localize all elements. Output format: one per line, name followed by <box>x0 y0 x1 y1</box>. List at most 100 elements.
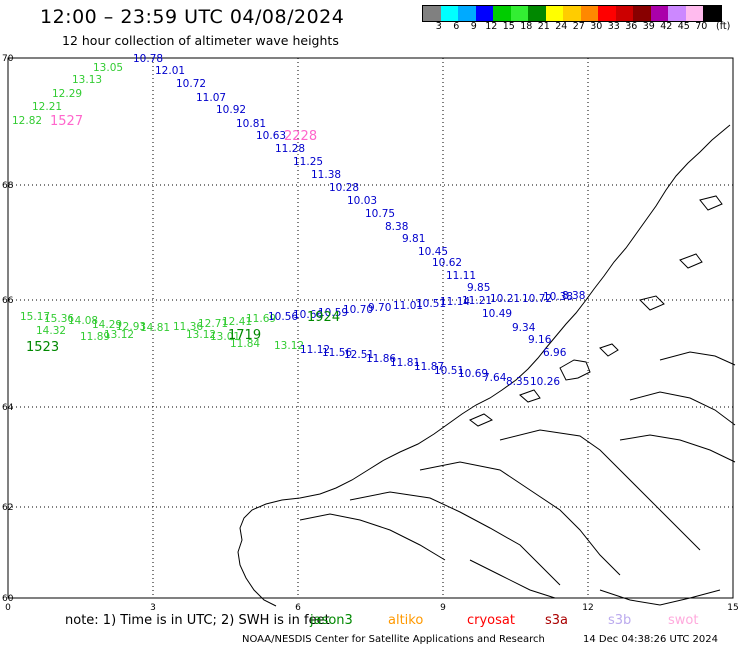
wave-height-label: 11.84 <box>230 338 260 350</box>
wave-height-label: 11.01 <box>393 300 423 312</box>
wave-height-label: 10.49 <box>482 308 512 320</box>
wave-height-label: 11.81 <box>390 357 420 369</box>
color-tick-label: 12 <box>485 21 498 32</box>
wave-height-label: 13.12 <box>186 329 216 341</box>
satellite-swot: swot <box>668 613 699 628</box>
color-swatch <box>668 6 686 21</box>
color-tick-label: 18 <box>520 21 533 32</box>
wave-height-label: 8.38 <box>385 221 408 233</box>
wave-height-label: 11.89 <box>80 331 110 343</box>
wave-height-label: 11.12 <box>300 344 330 356</box>
color-scale-bar <box>422 5 722 22</box>
wave-height-label: 10.28 <box>329 182 359 194</box>
wave-height-label: 13.05 <box>93 62 123 74</box>
color-tick-label: 9 <box>470 21 477 32</box>
wave-height-label: 10.78 <box>133 53 163 65</box>
color-tick-label: 21 <box>537 21 550 32</box>
wave-height-label: 10.81 <box>236 118 266 130</box>
color-swatch <box>615 6 633 21</box>
wave-height-label: 11.14 <box>440 296 470 308</box>
wave-height-label: 12.82 <box>12 115 42 127</box>
wave-height-label: 10.56 <box>268 311 298 323</box>
wave-height-label: 12.01 <box>155 65 185 77</box>
wave-height-label: 13.12 <box>274 340 304 352</box>
wave-height-label: 10.70 <box>343 304 373 316</box>
generated-timestamp: 14 Dec 04:38:26 UTC 2024 <box>583 634 718 645</box>
lon-label: 0 <box>5 603 11 613</box>
wave-height-label: 14.32 <box>36 325 66 337</box>
lon-label: 15 <box>727 603 738 613</box>
pass-time-label: 2228 <box>284 129 317 144</box>
lat-label: 66 <box>2 296 14 306</box>
color-swatch <box>475 6 493 21</box>
color-tick-label: 33 <box>607 21 620 32</box>
wave-height-label: 10.69 <box>458 368 488 380</box>
wave-height-label: 10.26 <box>530 376 560 388</box>
wave-height-label: 10.38 <box>543 291 573 303</box>
color-swatch <box>685 6 703 21</box>
color-tick-label: 6 <box>453 21 460 32</box>
wave-height-label: 11.56 <box>322 347 352 359</box>
wave-height-label: 11.38 <box>311 169 341 181</box>
satellite-s3b: s3b <box>608 613 632 628</box>
wave-height-label: 14.08 <box>68 315 98 327</box>
wave-height-labels: 12.8212.2112.2913.1313.05152710.7812.011… <box>12 53 585 388</box>
wave-height-label: 9.85 <box>467 282 490 294</box>
color-swatch <box>703 6 721 21</box>
color-swatch <box>528 6 546 21</box>
coastline <box>237 124 736 607</box>
pass-time-label: 1719 <box>228 328 261 343</box>
pass-time-label: 1523 <box>26 340 59 355</box>
lat-label: 70 <box>2 54 14 64</box>
wave-height-label: 14.81 <box>140 322 170 334</box>
color-swatch <box>650 6 668 21</box>
wave-height-label: 12.41 <box>222 316 252 328</box>
wave-height-label: 9.34 <box>512 322 536 334</box>
satellite-s3a: s3a <box>545 613 569 628</box>
color-swatch <box>458 6 476 21</box>
color-tick-label: 70 <box>695 21 708 32</box>
color-tick-label: 27 <box>572 21 585 32</box>
satellite-jason3: jason3 <box>310 613 353 628</box>
wave-height-label: 6.96 <box>543 347 567 359</box>
wave-height-label: 10.63 <box>256 130 286 142</box>
wave-height-label: 12.51 <box>344 349 374 361</box>
color-scale-ticks: 3 6 9 12 15 18 21 24 27 30 33 36 39 42 45 70 <box>422 21 710 32</box>
pass-time-label: 1924 <box>307 310 340 325</box>
color-tick-label: 36 <box>625 21 638 32</box>
units-note: note: 1) Time is in UTC; 2) SWH is in fe… <box>65 613 330 628</box>
lat-lon-grid: 70 68 66 64 62 600 3 6 9 12 15 <box>2 54 739 613</box>
wave-height-label: 10.72 <box>176 78 206 90</box>
credit-text: NOAA/NESDIS Center for Satellite Applica… <box>242 634 545 645</box>
wave-height-label: 10.51 <box>416 298 446 310</box>
wave-height-label: 10.03 <box>347 195 377 207</box>
lat-label: 60 <box>2 594 14 604</box>
color-tick-label: 39 <box>642 21 655 32</box>
color-swatch <box>545 6 563 21</box>
wave-height-label: 12.21 <box>32 101 62 113</box>
wave-height-label: 12.29 <box>52 88 82 100</box>
color-tick-label: 24 <box>555 21 568 32</box>
wave-height-label: 11.25 <box>293 156 323 168</box>
wave-height-label: 9.81 <box>402 233 425 245</box>
wave-height-label: 11.07 <box>196 92 226 104</box>
wave-height-label: 10.51 <box>434 365 464 377</box>
wave-height-label: 13.12 <box>104 329 134 341</box>
lon-label: 9 <box>440 603 446 613</box>
wave-height-label: 7.64 <box>483 372 507 384</box>
lon-label: 3 <box>150 603 156 613</box>
color-swatch <box>598 6 616 21</box>
color-swatch <box>563 6 581 21</box>
wave-height-label: 10.59 <box>318 307 348 319</box>
wave-height-label: 9.16 <box>528 334 552 346</box>
wave-height-label: 10.66 <box>293 309 323 321</box>
wave-height-label: 10.45 <box>418 246 448 258</box>
pass-time-label: 1527 <box>50 114 83 129</box>
wave-height-label: 10.72 <box>522 293 552 305</box>
wave-height-label: 10.62 <box>432 257 462 269</box>
wave-height-label: 12.71 <box>198 318 228 330</box>
lon-label: 6 <box>295 603 301 613</box>
color-tick-label: 45 <box>677 21 690 32</box>
wave-height-label: 11.87 <box>414 361 444 373</box>
